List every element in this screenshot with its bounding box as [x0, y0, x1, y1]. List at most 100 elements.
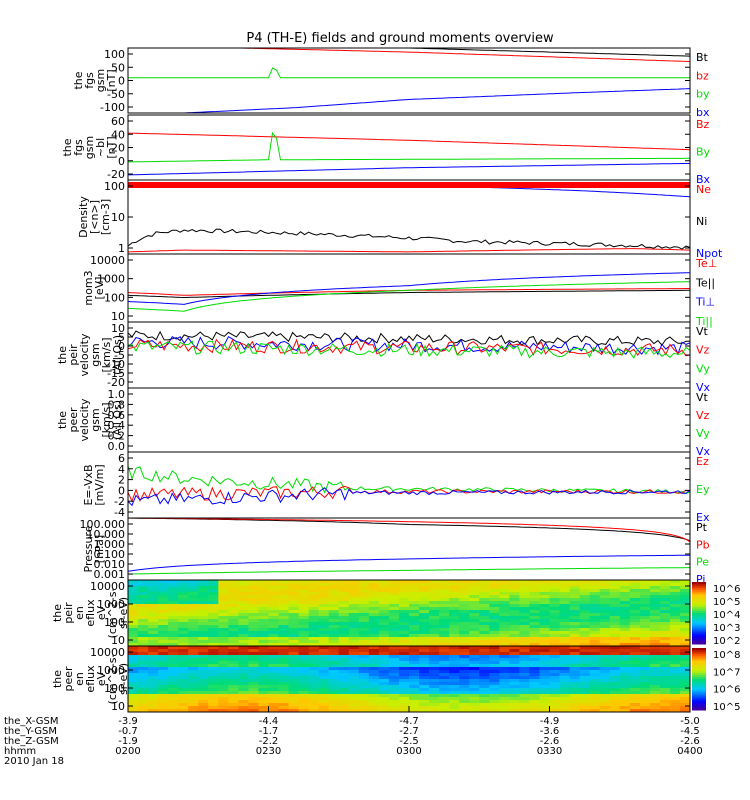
heatmap-cell: [609, 628, 621, 632]
heatmap-cell: [549, 709, 561, 712]
heatmap-cell: [419, 685, 430, 689]
heatmap-cell: [308, 616, 320, 620]
heatmap-cell: [278, 703, 290, 707]
heatmap-cell: [429, 619, 440, 623]
y-axis-label: thefgsgsm~bl[nT]: [61, 136, 118, 159]
heatmap-cell: [629, 691, 641, 695]
heatmap-cell: [579, 616, 591, 620]
heatmap-cell: [659, 637, 671, 641]
heatmap-cell: [569, 628, 581, 632]
heatmap-cell: [188, 664, 199, 668]
heatmap-cell: [569, 646, 581, 650]
heatmap-cell: [368, 631, 380, 635]
heatmap-cell: [549, 640, 561, 644]
heatmap-cell: [659, 595, 671, 599]
panel-frame: [127, 387, 691, 453]
heatmap-cell: [308, 619, 320, 623]
heatmap-cell: [509, 700, 520, 704]
heatmap-cell: [388, 619, 400, 623]
colorbar-segment: [692, 676, 706, 680]
heatmap-cell: [328, 655, 340, 659]
heatmap-cell: [208, 625, 219, 629]
colorbar-segment: [692, 623, 706, 626]
heatmap-cell: [348, 664, 360, 668]
heatmap-cell: [539, 667, 551, 671]
heatmap-cell: [278, 580, 290, 584]
heatmap-cell: [429, 703, 440, 707]
heatmap-cell: [589, 592, 601, 596]
heatmap-cell: [449, 607, 460, 611]
heatmap-cell: [148, 679, 159, 683]
y-tick-label: 50: [111, 61, 125, 74]
heatmap-cell: [579, 655, 591, 659]
heatmap-cell: [589, 628, 601, 632]
heatmap-cell: [579, 610, 591, 614]
heatmap-cell: [238, 598, 250, 602]
heatmap-cell: [328, 586, 340, 590]
heatmap-cell: [268, 685, 280, 689]
heatmap-cell: [248, 658, 260, 662]
heatmap-cell: [338, 598, 350, 602]
heatmap-cell: [148, 610, 159, 614]
heatmap-cell: [609, 661, 621, 665]
heatmap-cell: [228, 634, 239, 638]
heatmap-cell: [419, 679, 430, 683]
heatmap-cell: [158, 619, 169, 623]
heatmap-cell: [218, 607, 229, 611]
heatmap-cell: [218, 622, 229, 626]
heatmap-cell: [388, 700, 400, 704]
heatmap-cell: [148, 640, 159, 644]
heatmap-cell: [669, 706, 681, 710]
heatmap-cell: [409, 709, 420, 712]
heatmap-cell: [318, 613, 330, 617]
y-tick-label: 100: [104, 291, 125, 304]
heatmap-cell: [559, 619, 571, 623]
heatmap-cell: [208, 664, 219, 668]
heatmap-cell: [358, 706, 370, 710]
heatmap-cell: [469, 613, 480, 617]
heatmap-cell: [378, 649, 390, 653]
series-line-vx: [128, 336, 690, 356]
heatmap-cell: [158, 646, 169, 650]
heatmap-cell: [449, 691, 460, 695]
heatmap-cell: [358, 649, 370, 653]
heatmap-cell: [328, 643, 340, 646]
heatmap-cell: [388, 631, 400, 635]
heatmap-cell: [178, 676, 189, 680]
heatmap-cell: [449, 709, 460, 712]
heatmap-cell: [198, 694, 209, 698]
heatmap-cell: [378, 679, 390, 683]
heatmap-cell: [449, 619, 460, 623]
heatmap-cell: [268, 673, 280, 677]
heatmap-cell: [579, 649, 591, 653]
heatmap-cell: [298, 691, 310, 695]
heatmap-cell: [539, 643, 551, 646]
heatmap-cell: [298, 580, 310, 584]
heatmap-cell: [649, 601, 661, 605]
heatmap-cell: [539, 586, 551, 590]
heatmap-cell: [669, 613, 681, 617]
heatmap-cell: [398, 697, 410, 701]
heatmap-cell: [449, 679, 460, 683]
heatmap-cell: [198, 709, 209, 712]
heatmap-cell: [579, 619, 591, 623]
heatmap-cell: [268, 586, 280, 590]
heatmap-cell: [609, 658, 621, 662]
panel-5: 1050-5-10-15-20thepeirvelocitygsm[km/s](…: [56, 321, 711, 394]
y-tick-label: 6: [118, 452, 125, 465]
heatmap-cell: [469, 679, 480, 683]
heatmap-cell: [308, 682, 320, 686]
heatmap-cell: [248, 709, 260, 712]
heatmap-cell: [409, 652, 420, 656]
heatmap-cell: [398, 679, 410, 683]
heatmap-cell: [338, 610, 350, 614]
colorbar-segment: [692, 639, 706, 643]
heatmap-cell: [659, 688, 671, 692]
colorbar-segment: [692, 691, 706, 694]
heatmap-cell: [158, 580, 169, 584]
x-row-label: the_X-GSM: [4, 716, 58, 727]
heatmap-cell: [489, 661, 500, 665]
heatmap-cell: [669, 589, 681, 593]
heatmap-cell: [128, 643, 139, 646]
heatmap-cell: [198, 679, 209, 683]
